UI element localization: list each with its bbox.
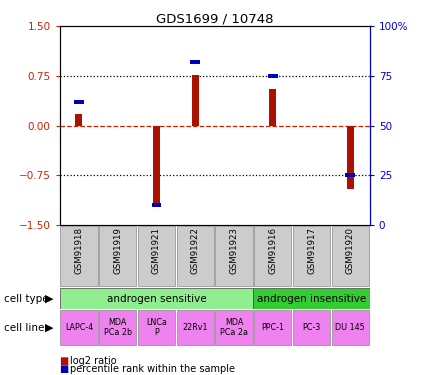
- FancyBboxPatch shape: [60, 226, 97, 286]
- Text: percentile rank within the sample: percentile rank within the sample: [70, 364, 235, 374]
- Text: MDA
PCa 2a: MDA PCa 2a: [220, 318, 248, 337]
- FancyBboxPatch shape: [254, 226, 292, 286]
- Text: GSM91918: GSM91918: [74, 227, 83, 274]
- Text: GSM91916: GSM91916: [268, 227, 277, 274]
- FancyBboxPatch shape: [138, 226, 175, 286]
- FancyBboxPatch shape: [60, 310, 97, 345]
- Text: ■: ■: [60, 356, 69, 366]
- Text: GSM91923: GSM91923: [230, 227, 238, 274]
- FancyBboxPatch shape: [293, 226, 330, 286]
- FancyBboxPatch shape: [215, 310, 252, 345]
- Bar: [75, 114, 82, 126]
- Text: androgen sensitive: androgen sensitive: [107, 294, 206, 303]
- FancyBboxPatch shape: [293, 310, 330, 345]
- Bar: [269, 89, 276, 126]
- Text: ■: ■: [60, 364, 69, 374]
- Text: cell type: cell type: [4, 294, 49, 303]
- FancyBboxPatch shape: [332, 310, 369, 345]
- Text: PC-3: PC-3: [303, 323, 321, 332]
- Text: ▶: ▶: [45, 294, 53, 303]
- Title: GDS1699 / 10748: GDS1699 / 10748: [156, 12, 273, 25]
- FancyBboxPatch shape: [177, 226, 214, 286]
- FancyBboxPatch shape: [60, 288, 253, 309]
- Text: log2 ratio: log2 ratio: [70, 356, 117, 366]
- FancyBboxPatch shape: [138, 310, 175, 345]
- Text: androgen insensitive: androgen insensitive: [257, 294, 366, 303]
- Text: DU 145: DU 145: [335, 323, 365, 332]
- Bar: [192, 75, 199, 126]
- Text: cell line: cell line: [4, 322, 45, 333]
- Bar: [74, 100, 84, 104]
- Bar: [346, 173, 355, 177]
- FancyBboxPatch shape: [215, 226, 252, 286]
- Text: GSM91917: GSM91917: [307, 227, 316, 274]
- Text: 22Rv1: 22Rv1: [182, 323, 208, 332]
- Bar: [190, 60, 200, 64]
- FancyBboxPatch shape: [99, 310, 136, 345]
- Text: GSM91922: GSM91922: [191, 227, 200, 274]
- Bar: [347, 126, 354, 189]
- Text: PPC-1: PPC-1: [261, 323, 284, 332]
- Bar: [153, 126, 160, 207]
- Bar: [268, 74, 278, 78]
- FancyBboxPatch shape: [99, 226, 136, 286]
- Text: GSM91921: GSM91921: [152, 227, 161, 274]
- Text: ▶: ▶: [45, 322, 53, 333]
- Bar: [152, 203, 162, 207]
- FancyBboxPatch shape: [177, 310, 214, 345]
- Text: LNCa
P: LNCa P: [146, 318, 167, 337]
- FancyBboxPatch shape: [332, 226, 369, 286]
- Text: GSM91920: GSM91920: [346, 227, 355, 274]
- Text: GSM91919: GSM91919: [113, 227, 122, 274]
- FancyBboxPatch shape: [253, 288, 370, 309]
- Text: LAPC-4: LAPC-4: [65, 323, 93, 332]
- FancyBboxPatch shape: [254, 310, 292, 345]
- Text: MDA
PCa 2b: MDA PCa 2b: [104, 318, 132, 337]
